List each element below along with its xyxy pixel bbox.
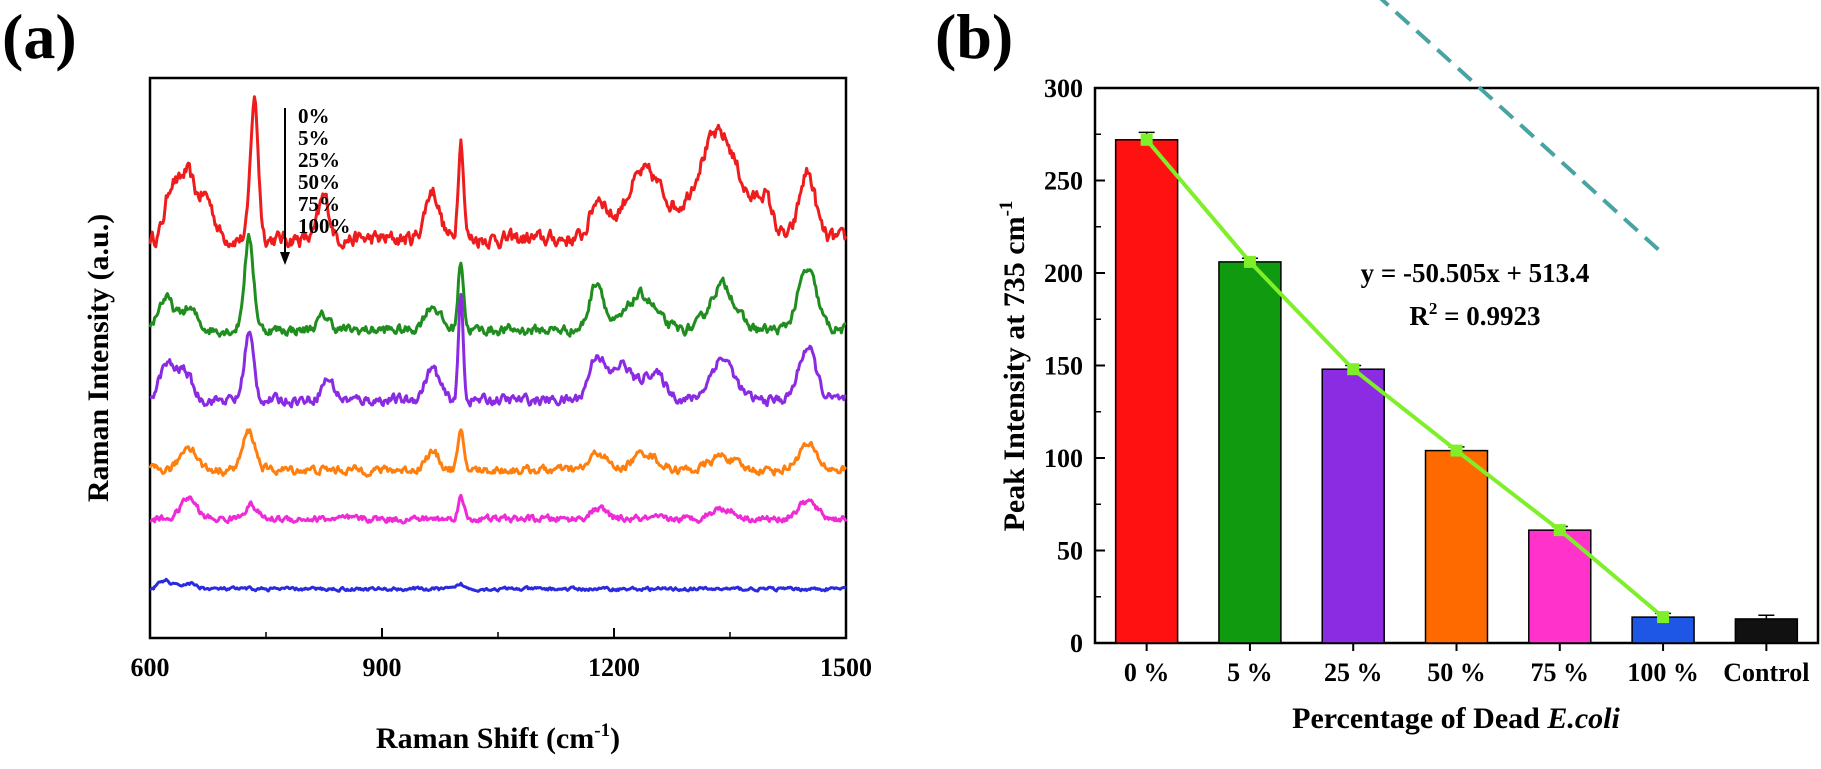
panel-b-y-axis-title: Peak Intensity at 735 cm-1 — [996, 201, 1031, 532]
panel-a-legend: 0%5%25%50%75%100% — [298, 104, 351, 238]
panel-b-label: (b) — [935, 1, 1013, 72]
panel-a-y-axis-title: Raman Intensity (a.u.) — [82, 214, 115, 502]
panel-a-x-axis-title-close: ) — [610, 722, 620, 755]
panel-b-x-axis-title: Percentage of Dead E.coli — [1292, 702, 1620, 735]
fit-r-squared-sup: 2 — [1429, 299, 1438, 318]
panel-b-y-tick-label: 50 — [1057, 537, 1083, 566]
panel-a-x-tick-label: 600 — [131, 653, 170, 682]
panel-a-x-tick-label: 1200 — [588, 653, 640, 682]
panel-b-x-tick-label: 25 % — [1324, 658, 1383, 687]
bar-25 — [1321, 368, 1385, 644]
panel-b-y-axis-title-main: Peak Intensity at 735 cm — [998, 216, 1031, 531]
panel-a-x-ticks: 600 900 1200 1500 — [131, 628, 872, 682]
data-point-marker — [1243, 255, 1256, 268]
panel-b-y-tick-label: 300 — [1044, 74, 1083, 103]
fit-equation: y = -50.505x + 513.4 — [1361, 258, 1590, 288]
legend-entry-0pct: 0% — [298, 104, 330, 128]
data-point-marker — [1347, 363, 1360, 376]
legend-entry-5pct: 5% — [298, 126, 330, 150]
data-point-marker — [1450, 444, 1463, 457]
legend-entry-100pct: 100% — [298, 214, 351, 238]
data-point-marker — [1140, 133, 1153, 146]
panel-b-y-tick-label: 0 — [1070, 629, 1083, 658]
legend-entry-50pct: 50% — [298, 170, 340, 194]
bar-Control — [1734, 618, 1799, 644]
panel-b-x-axis-title-main: Percentage of Dead — [1292, 702, 1547, 735]
fit-r-squared-value: = 0.9923 — [1437, 301, 1540, 331]
panel-b-x-tick-label: Control — [1723, 658, 1809, 687]
bar-50 — [1424, 449, 1489, 644]
panel-b-x-tick-label: 0 % — [1124, 658, 1170, 687]
data-trend-line — [1145, 138, 1665, 619]
panel-a-x-axis-title-main: Raman Shift (cm — [376, 722, 594, 755]
panel-b-y-ticks: 0 50 100 150 200 250 300 — [1044, 74, 1105, 658]
panel-a-x-tick-label: 900 — [363, 653, 402, 682]
panel-b-x-axis-title-italic: E.coli — [1546, 702, 1620, 735]
legend-entry-25pct: 25% — [298, 148, 340, 172]
bar-0 — [1114, 139, 1179, 644]
panel-b-x-tick-label: 50 % — [1427, 658, 1486, 687]
panel-a-label: (a) — [2, 1, 77, 72]
data-point-marker — [1553, 524, 1566, 537]
panel-a-series — [148, 95, 848, 593]
fit-r-squared: R2 = 0.9923 — [1409, 299, 1540, 331]
data-point-marker — [1657, 611, 1670, 624]
raman-spectrum-50pct — [148, 428, 847, 478]
fit-line — [1379, 0, 1665, 256]
panel-b: (b) 0 50 100 150 200 250 300 0 % 5 % 25 % 50 % 75 … — [935, 0, 1820, 735]
panel-b-y-tick-label: 250 — [1044, 167, 1083, 196]
legend-entry-75pct: 75% — [298, 192, 340, 216]
raman-spectrum-5pct — [148, 232, 847, 338]
panel-a: (a) 600 900 1200 1500 0%5%25%50%75%100% Ram… — [2, 1, 872, 755]
panel-a-x-tick-label: 1500 — [820, 653, 872, 682]
panel-b-x-tick-label: 75 % — [1531, 658, 1590, 687]
panel-b-y-axis-title-sup: -1 — [996, 201, 1017, 217]
fit-r-squared-main: R — [1409, 301, 1429, 331]
panel-b-y-tick-label: 100 — [1044, 444, 1083, 473]
panel-b-y-tick-label: 200 — [1044, 259, 1083, 288]
panel-b-bars — [1114, 131, 1799, 644]
raman-spectrum-100pct — [149, 577, 847, 593]
panel-b-x-tick-label: 5 % — [1227, 658, 1273, 687]
panel-b-fit — [1140, 0, 1670, 624]
raman-spectrum-75pct — [149, 493, 848, 525]
panel-b-y-tick-label: 150 — [1044, 352, 1083, 381]
panel-b-x-tick-label: 100 % — [1627, 658, 1699, 687]
raman-spectrum-0pct — [148, 95, 848, 250]
panel-a-x-axis-title-sup: -1 — [594, 720, 610, 741]
panel-a-legend-arrow — [280, 108, 290, 265]
raman-spectrum-25pct — [149, 292, 847, 409]
panel-b-x-ticks: 0 % 5 % 25 % 50 % 75 % 100 % Control — [1124, 643, 1809, 687]
bar-5 — [1218, 261, 1282, 644]
panel-a-x-axis-title: Raman Shift (cm-1) — [376, 720, 620, 755]
